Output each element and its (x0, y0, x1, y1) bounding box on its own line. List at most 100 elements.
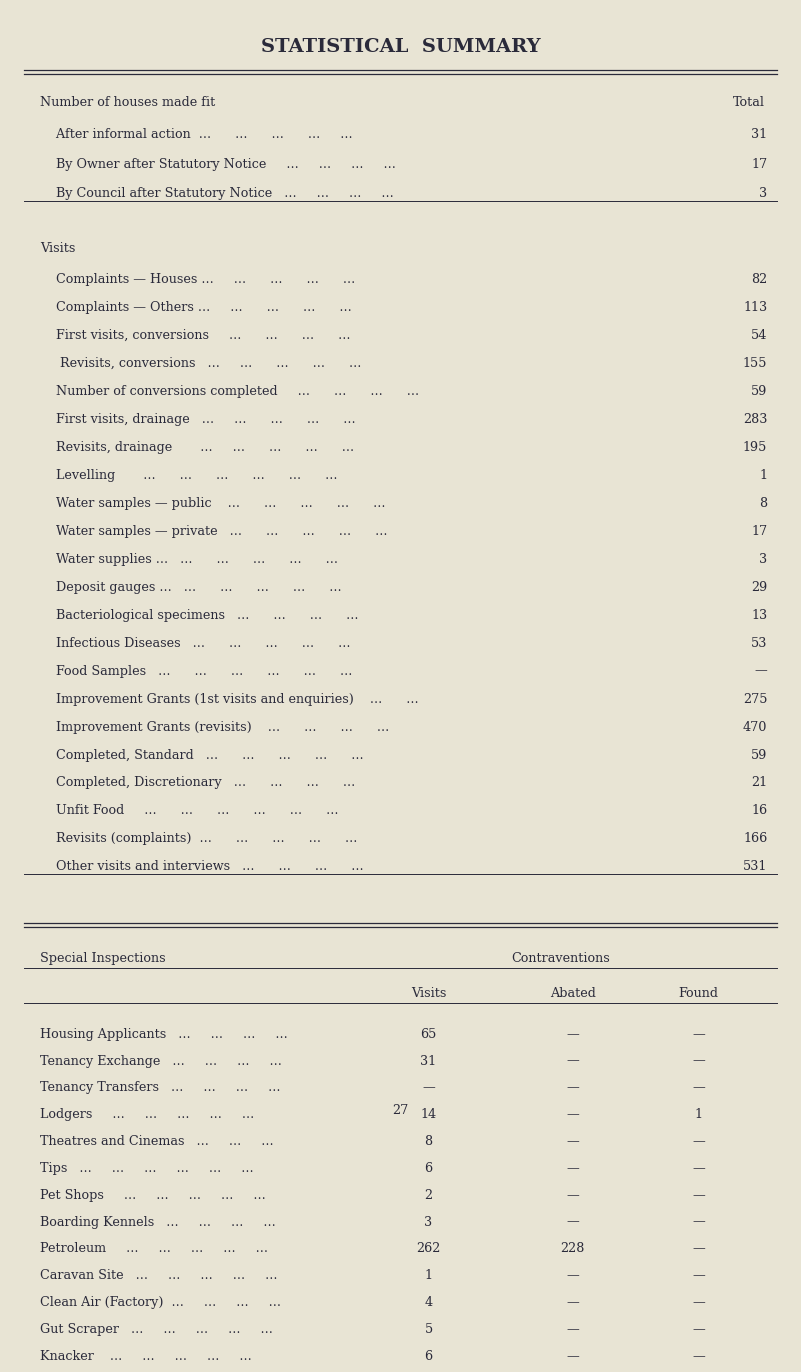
Text: 1: 1 (425, 1269, 433, 1283)
Text: 6: 6 (425, 1350, 433, 1362)
Text: —: — (566, 1323, 579, 1336)
Text: 59: 59 (751, 749, 767, 761)
Text: 3: 3 (759, 553, 767, 565)
Text: Housing Applicants   ...     ...     ...     ...: Housing Applicants ... ... ... ... (40, 1028, 288, 1041)
Text: Tenancy Exchange   ...     ...     ...     ...: Tenancy Exchange ... ... ... ... (40, 1055, 282, 1067)
Text: 283: 283 (743, 413, 767, 425)
Text: 59: 59 (751, 384, 767, 398)
Text: 16: 16 (751, 804, 767, 818)
Text: Found: Found (678, 986, 718, 1000)
Text: Water samples — private   ...      ...      ...      ...      ...: Water samples — private ... ... ... ... … (40, 524, 388, 538)
Text: 5: 5 (425, 1323, 433, 1336)
Text: —: — (692, 1188, 705, 1202)
Text: —: — (692, 1297, 705, 1309)
Text: Contraventions: Contraventions (511, 952, 610, 966)
Text: Gut Scraper   ...     ...     ...     ...     ...: Gut Scraper ... ... ... ... ... (40, 1323, 273, 1336)
Text: Number of houses made fit: Number of houses made fit (40, 96, 215, 108)
Text: —: — (692, 1081, 705, 1095)
Text: Complaints — Others ...     ...      ...      ...      ...: Complaints — Others ... ... ... ... ... (40, 300, 352, 314)
Text: —: — (566, 1162, 579, 1174)
Text: —: — (566, 1028, 579, 1041)
Text: Food Samples   ...      ...      ...      ...      ...      ...: Food Samples ... ... ... ... ... ... (40, 664, 352, 678)
Text: Revisits (complaints)  ...      ...      ...      ...      ...: Revisits (complaints) ... ... ... ... ..… (40, 833, 357, 845)
Text: Improvement Grants (1st visits and enquiries)    ...      ...: Improvement Grants (1st visits and enqui… (40, 693, 419, 705)
Text: —: — (566, 1135, 579, 1148)
Text: —: — (566, 1081, 579, 1095)
Text: —: — (566, 1216, 579, 1228)
Text: 6: 6 (425, 1162, 433, 1174)
Text: Complaints — Houses ...     ...      ...      ...      ...: Complaints — Houses ... ... ... ... ... (40, 273, 356, 285)
Text: 53: 53 (751, 637, 767, 649)
Text: Revisits, conversions   ...     ...      ...      ...      ...: Revisits, conversions ... ... ... ... ..… (40, 357, 361, 370)
Text: —: — (692, 1269, 705, 1283)
Text: Lodgers     ...     ...     ...     ...     ...: Lodgers ... ... ... ... ... (40, 1109, 254, 1121)
Text: —: — (692, 1135, 705, 1148)
Text: —: — (692, 1323, 705, 1336)
Text: By Council after Statutory Notice   ...     ...     ...     ...: By Council after Statutory Notice ... ..… (40, 187, 394, 200)
Text: —: — (692, 1162, 705, 1174)
Text: 470: 470 (743, 720, 767, 734)
Text: —: — (422, 1081, 435, 1095)
Text: Water supplies ...   ...      ...      ...      ...      ...: Water supplies ... ... ... ... ... ... (40, 553, 338, 565)
Text: Abated: Abated (549, 986, 596, 1000)
Text: By Owner after Statutory Notice     ...     ...     ...     ...: By Owner after Statutory Notice ... ... … (40, 158, 396, 170)
Text: 166: 166 (743, 833, 767, 845)
Text: 13: 13 (751, 609, 767, 622)
Text: 155: 155 (743, 357, 767, 370)
Text: —: — (566, 1350, 579, 1362)
Text: —: — (566, 1055, 579, 1067)
Text: 31: 31 (751, 128, 767, 141)
Text: Unfit Food     ...      ...      ...      ...      ...      ...: Unfit Food ... ... ... ... ... ... (40, 804, 339, 818)
Text: Theatres and Cinemas   ...     ...     ...: Theatres and Cinemas ... ... ... (40, 1135, 274, 1148)
Text: Knacker    ...     ...     ...     ...     ...: Knacker ... ... ... ... ... (40, 1350, 252, 1362)
Text: Caravan Site   ...     ...     ...     ...     ...: Caravan Site ... ... ... ... ... (40, 1269, 278, 1283)
Text: 17: 17 (751, 158, 767, 170)
Text: 3: 3 (759, 187, 767, 200)
Text: —: — (692, 1350, 705, 1362)
Text: 2: 2 (425, 1188, 433, 1202)
Text: 531: 531 (743, 860, 767, 874)
Text: Revisits, drainage       ...     ...      ...      ...      ...: Revisits, drainage ... ... ... ... ... (40, 440, 354, 454)
Text: Boarding Kennels   ...     ...     ...     ...: Boarding Kennels ... ... ... ... (40, 1216, 276, 1228)
Text: 275: 275 (743, 693, 767, 705)
Text: 4: 4 (425, 1297, 433, 1309)
Text: First visits, drainage   ...     ...      ...      ...      ...: First visits, drainage ... ... ... ... .… (40, 413, 356, 425)
Text: —: — (692, 1028, 705, 1041)
Text: 195: 195 (743, 440, 767, 454)
Text: Deposit gauges ...   ...      ...      ...      ...      ...: Deposit gauges ... ... ... ... ... ... (40, 580, 342, 594)
Text: 31: 31 (421, 1055, 437, 1067)
Text: 29: 29 (751, 580, 767, 594)
Text: Improvement Grants (revisits)    ...      ...      ...      ...: Improvement Grants (revisits) ... ... ..… (40, 720, 389, 734)
Text: —: — (566, 1188, 579, 1202)
Text: Completed, Discretionary   ...      ...      ...      ...: Completed, Discretionary ... ... ... ... (40, 777, 356, 789)
Text: 228: 228 (561, 1243, 585, 1255)
Text: Completed, Standard   ...      ...      ...      ...      ...: Completed, Standard ... ... ... ... ... (40, 749, 364, 761)
Text: Visits: Visits (411, 986, 446, 1000)
Text: Other visits and interviews   ...      ...      ...      ...: Other visits and interviews ... ... ... … (40, 860, 364, 874)
Text: 54: 54 (751, 329, 767, 342)
Text: Special Inspections: Special Inspections (40, 952, 166, 966)
Text: —: — (566, 1297, 579, 1309)
Text: Number of conversions completed     ...      ...      ...      ...: Number of conversions completed ... ... … (40, 384, 419, 398)
Text: —: — (692, 1243, 705, 1255)
Text: 1: 1 (759, 469, 767, 482)
Text: Tenancy Transfers   ...     ...     ...     ...: Tenancy Transfers ... ... ... ... (40, 1081, 280, 1095)
Text: —: — (692, 1055, 705, 1067)
Text: 3: 3 (425, 1216, 433, 1228)
Text: 8: 8 (759, 497, 767, 510)
Text: Levelling       ...      ...      ...      ...      ...      ...: Levelling ... ... ... ... ... ... (40, 469, 337, 482)
Text: First visits, conversions     ...      ...      ...      ...: First visits, conversions ... ... ... ..… (40, 329, 351, 342)
Text: —: — (566, 1269, 579, 1283)
Text: Total: Total (733, 96, 765, 108)
Text: Water samples — public    ...      ...      ...      ...      ...: Water samples — public ... ... ... ... .… (40, 497, 385, 510)
Text: 262: 262 (417, 1243, 441, 1255)
Text: After informal action  ...      ...      ...      ...     ...: After informal action ... ... ... ... ..… (40, 128, 352, 141)
Text: —: — (566, 1109, 579, 1121)
Text: 1: 1 (694, 1109, 702, 1121)
Text: Tips   ...     ...     ...     ...     ...     ...: Tips ... ... ... ... ... ... (40, 1162, 254, 1174)
Text: STATISTICAL  SUMMARY: STATISTICAL SUMMARY (260, 37, 541, 56)
Text: —: — (755, 664, 767, 678)
Text: —: — (692, 1216, 705, 1228)
Text: 82: 82 (751, 273, 767, 285)
Text: 65: 65 (421, 1028, 437, 1041)
